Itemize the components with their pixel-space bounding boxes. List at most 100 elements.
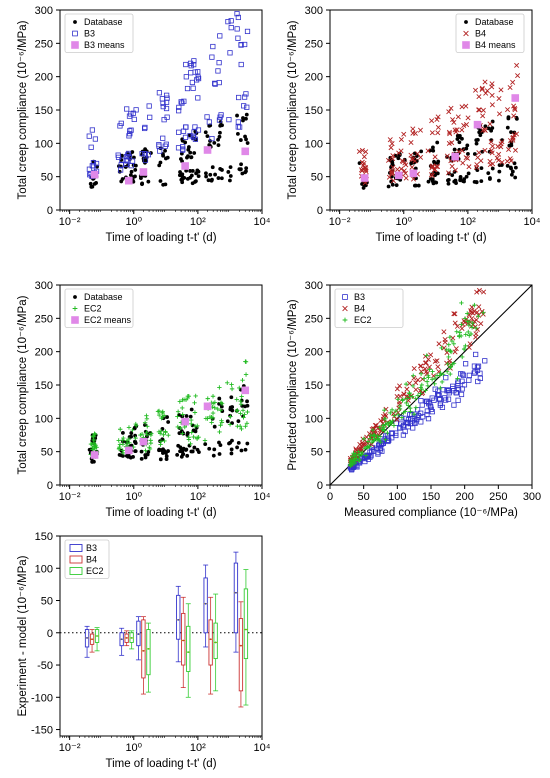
data-point: [90, 445, 95, 450]
mean-point: [187, 651, 190, 654]
data-point: [359, 147, 365, 153]
data-point: [126, 113, 133, 119]
data-point: [369, 448, 375, 454]
data-point: [496, 111, 503, 117]
legend-label: B3: [354, 292, 365, 302]
data-point: [133, 433, 138, 438]
data-point: [466, 171, 471, 176]
data-point: [131, 454, 135, 459]
data-point: [88, 181, 93, 186]
data-point: [402, 160, 408, 166]
x-tick-label: 10⁻²: [59, 742, 81, 754]
data-point: [438, 371, 443, 376]
data-point: [225, 19, 231, 25]
data-point: [407, 412, 413, 418]
data-point: [238, 42, 244, 48]
data-point: [206, 178, 211, 183]
y-tick-label: 150: [35, 380, 53, 392]
data-point: [450, 335, 456, 341]
data-point: [212, 405, 217, 411]
data-point: [482, 147, 488, 153]
data-point: [471, 370, 477, 376]
data-point: [479, 86, 485, 92]
data-point: [476, 313, 481, 319]
data-point: [504, 158, 510, 164]
data-point: [431, 148, 436, 153]
series-database: [87, 384, 250, 464]
data-point: [227, 441, 231, 446]
data-point: [427, 367, 432, 372]
data-point: [243, 404, 247, 409]
data-point: [218, 130, 222, 135]
data-point: [448, 371, 453, 377]
data-point: [411, 375, 417, 381]
data-point: [158, 428, 164, 434]
data-point: [398, 148, 404, 154]
legend-marker: [342, 317, 348, 323]
data-point: [143, 448, 148, 453]
data-point: [427, 403, 434, 409]
data-point: [432, 166, 438, 172]
series-b4: [356, 62, 521, 186]
data-point: [469, 325, 475, 330]
legend-label: Database: [84, 292, 123, 302]
data-point: [163, 105, 170, 112]
data-point: [442, 339, 448, 345]
data-point: [418, 363, 424, 369]
data-point: [459, 127, 465, 133]
data-point: [413, 387, 419, 393]
x-axis-label: Time of loading t-t' (d): [105, 758, 216, 770]
data-point: [209, 54, 215, 60]
data-point: [180, 159, 184, 164]
data-point: [415, 393, 421, 398]
data-point: [462, 316, 468, 321]
data-point: [210, 177, 214, 182]
series-ec2: [94, 569, 249, 706]
data-point: [229, 395, 234, 400]
box: [141, 619, 146, 679]
data-point: [435, 124, 441, 130]
data-point: [389, 170, 395, 176]
y-tick-label: 50: [41, 172, 53, 184]
data-point: [124, 106, 130, 112]
data-point: [361, 436, 367, 442]
data-point: [215, 68, 221, 74]
data-point: [455, 380, 461, 386]
data-point: [385, 430, 390, 436]
data-point: [157, 148, 163, 154]
data-point: [162, 143, 168, 149]
data-point: [481, 289, 487, 295]
data-point: [395, 171, 403, 180]
data-point: [439, 345, 444, 351]
data-point: [189, 430, 194, 435]
data-point: [120, 177, 125, 181]
data-point: [166, 420, 171, 424]
data-point: [242, 41, 248, 48]
data-point: [213, 172, 218, 177]
data-point: [236, 419, 241, 424]
data-point: [192, 410, 198, 415]
data-point: [202, 438, 208, 443]
data-point: [511, 113, 517, 119]
data-point: [189, 79, 195, 86]
data-point: [391, 423, 397, 428]
data-point: [177, 413, 182, 417]
panel-1: 10⁻² 10⁰ 10² 10⁴ 0 50 100 150 200 250 300 Time of l…: [17, 5, 271, 244]
data-point: [512, 105, 518, 111]
legend-label: EC2: [84, 304, 102, 314]
data-point: [156, 429, 162, 434]
data-point: [457, 140, 462, 145]
data-point: [470, 320, 475, 326]
data-point: [180, 412, 185, 417]
data-point: [397, 153, 402, 158]
y-tick-label: 300: [35, 5, 53, 17]
data-point: [446, 129, 452, 135]
y-tick-label: 250: [35, 313, 53, 325]
data-point: [134, 423, 139, 428]
data-point: [163, 148, 167, 153]
data-point: [239, 448, 244, 453]
data-point: [139, 151, 145, 157]
data-point: [218, 443, 223, 448]
box: [203, 577, 208, 634]
data-point: [212, 424, 217, 429]
